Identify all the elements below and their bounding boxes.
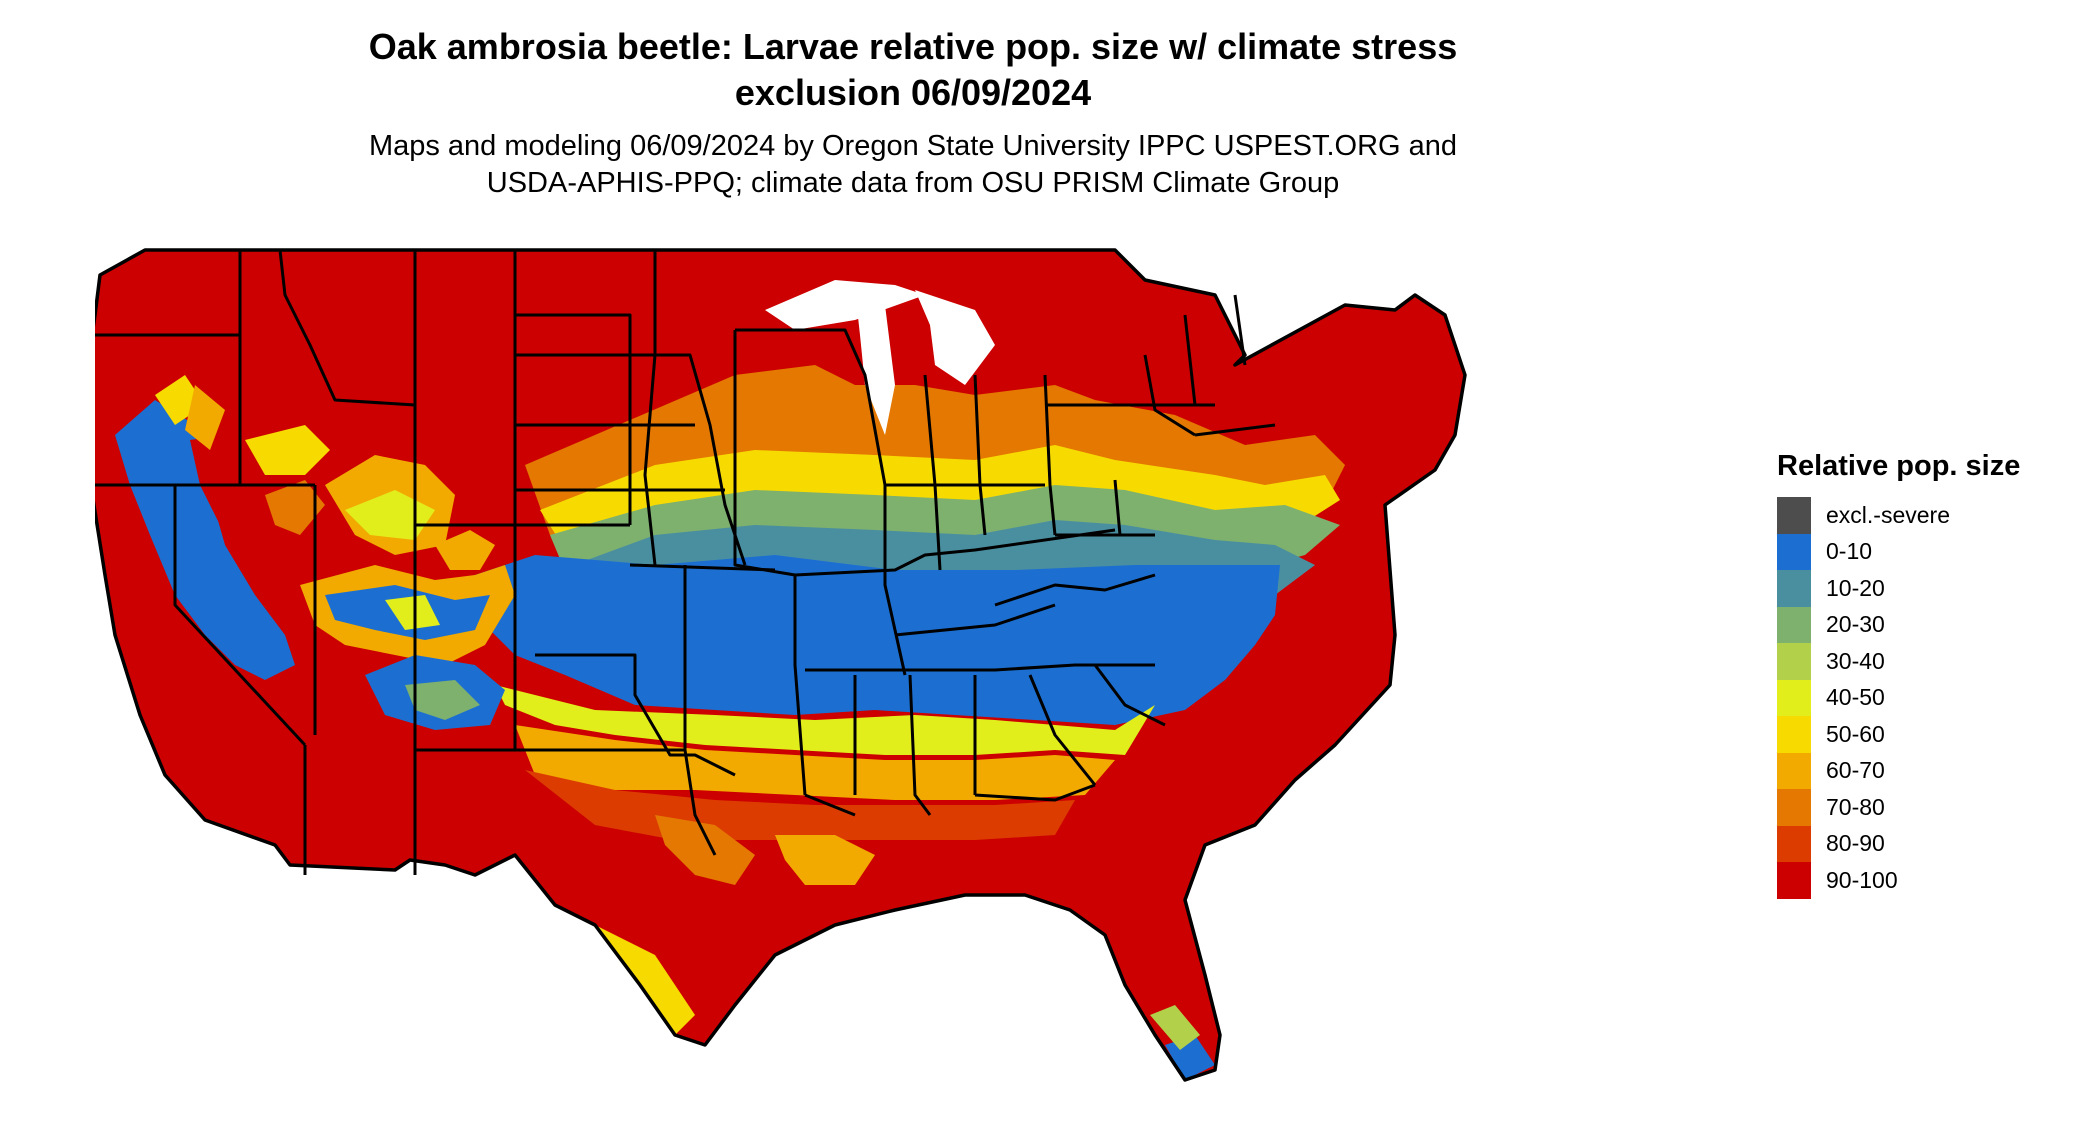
legend-label: 60-70 bbox=[1826, 757, 1885, 784]
us-population-map bbox=[95, 248, 1467, 1082]
map-title: Oak ambrosia beetle: Larvae relative pop… bbox=[0, 24, 1826, 116]
legend-item: 90-100 bbox=[1777, 862, 2020, 899]
title-line-1: Oak ambrosia beetle: Larvae relative pop… bbox=[368, 26, 1458, 67]
legend-label: 30-40 bbox=[1826, 647, 1885, 674]
legend-item: 30-40 bbox=[1777, 643, 2020, 680]
legend-label: 40-50 bbox=[1826, 684, 1885, 711]
legend-swatch bbox=[1777, 497, 1811, 534]
legend-item: excl.-severe bbox=[1777, 497, 2020, 534]
legend-item: 0-10 bbox=[1777, 533, 2020, 570]
legend-label: excl.-severe bbox=[1826, 501, 1950, 528]
legend-item: 60-70 bbox=[1777, 752, 2020, 789]
title-line-2: exclusion 06/09/2024 bbox=[734, 72, 1092, 113]
legend-swatch bbox=[1777, 570, 1811, 607]
legend-label: 0-10 bbox=[1826, 538, 1873, 565]
legend-label: 20-30 bbox=[1826, 611, 1885, 638]
legend-swatch bbox=[1777, 752, 1811, 789]
legend: Relative pop. size excl.-severe 0-10 10-… bbox=[1777, 450, 2020, 899]
legend-item: 10-20 bbox=[1777, 570, 2020, 607]
legend-swatch bbox=[1777, 606, 1811, 643]
legend-item: 50-60 bbox=[1777, 716, 2020, 753]
legend-item: 40-50 bbox=[1777, 679, 2020, 716]
legend-label: 90-100 bbox=[1826, 866, 1898, 893]
legend-label: 80-90 bbox=[1826, 830, 1885, 857]
legend-swatch bbox=[1777, 862, 1811, 899]
subtitle-line-1: Maps and modeling 06/09/2024 by Oregon S… bbox=[368, 130, 1458, 162]
legend-label: 50-60 bbox=[1826, 720, 1885, 747]
legend-item: 80-90 bbox=[1777, 825, 2020, 862]
legend-swatch bbox=[1777, 643, 1811, 680]
legend-swatch bbox=[1777, 533, 1811, 570]
legend-item: 20-30 bbox=[1777, 606, 2020, 643]
legend-title: Relative pop. size bbox=[1777, 450, 2021, 482]
legend-swatch bbox=[1777, 679, 1811, 716]
map-subtitle: Maps and modeling 06/09/2024 by Oregon S… bbox=[0, 128, 1826, 202]
legend-swatch bbox=[1777, 716, 1811, 753]
legend-items: excl.-severe 0-10 10-20 20-30 30-40 40-5… bbox=[1777, 497, 2020, 899]
legend-swatch bbox=[1777, 825, 1811, 862]
legend-label: 10-20 bbox=[1826, 574, 1885, 601]
legend-item: 70-80 bbox=[1777, 789, 2020, 826]
legend-swatch bbox=[1777, 789, 1811, 826]
legend-label: 70-80 bbox=[1826, 793, 1885, 820]
subtitle-line-2: USDA-APHIS-PPQ; climate data from OSU PR… bbox=[486, 167, 1340, 199]
